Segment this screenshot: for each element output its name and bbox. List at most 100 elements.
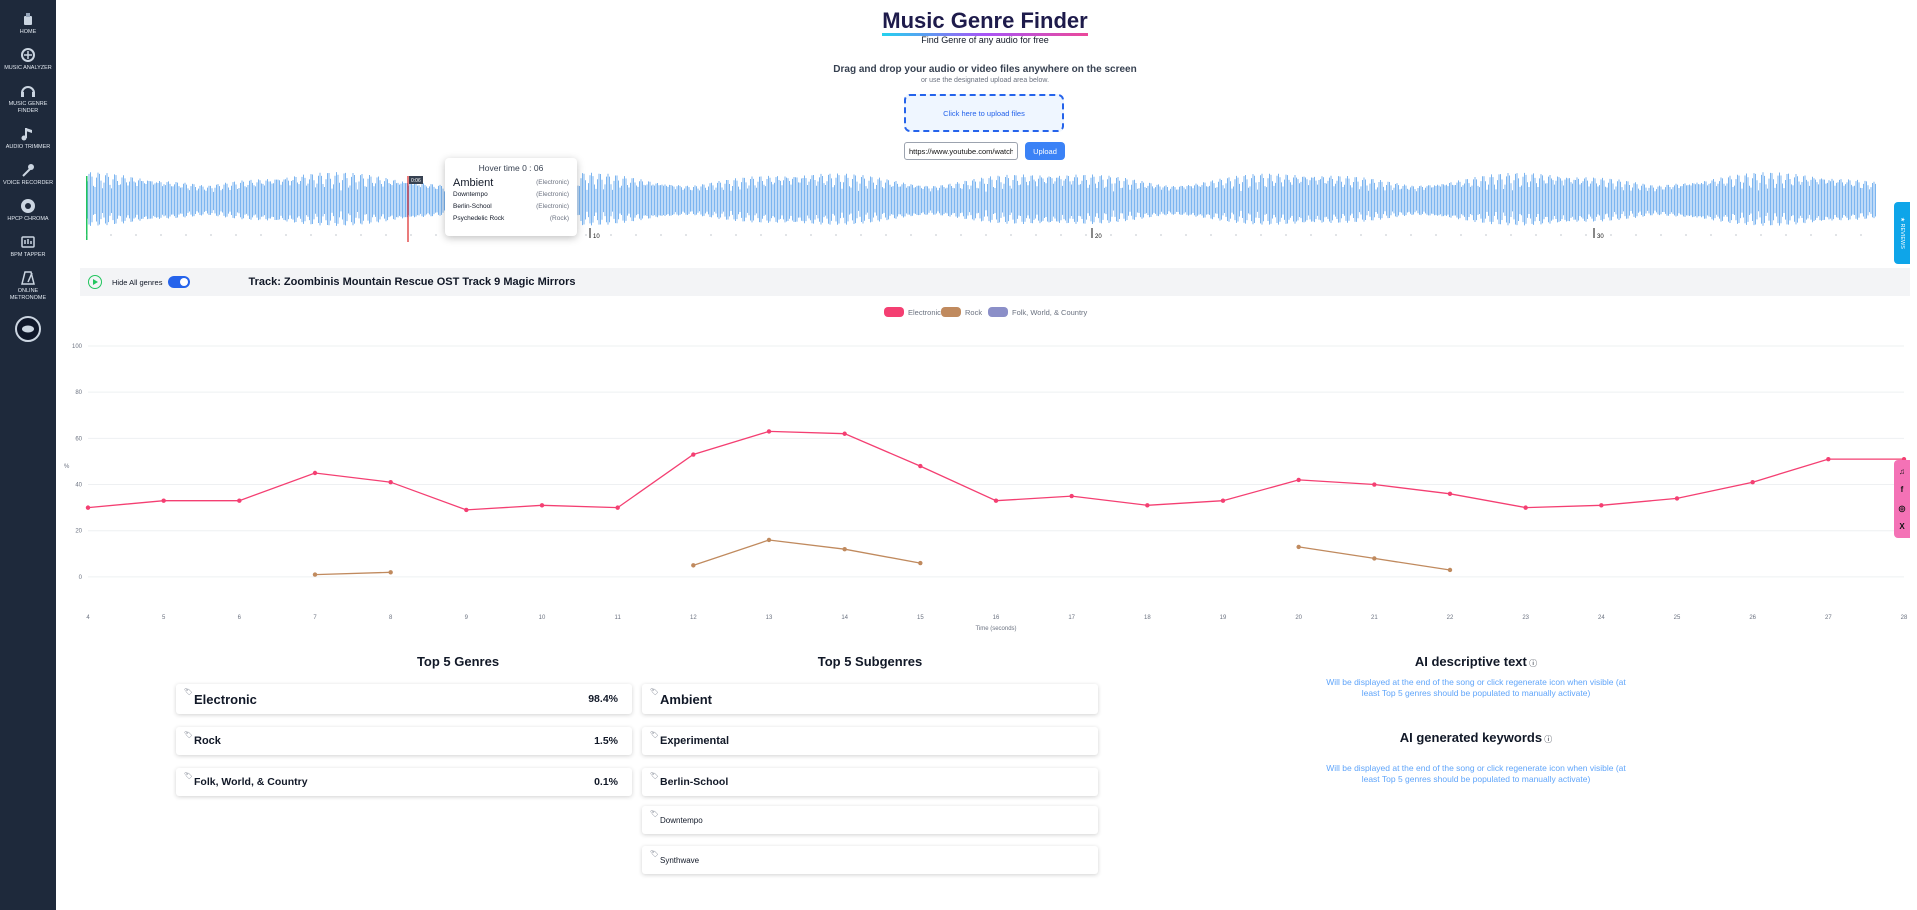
data-point[interactable] (1220, 498, 1226, 503)
x-tick-label: 21 (1371, 615, 1378, 621)
data-point[interactable] (918, 560, 923, 566)
headphones-icon (21, 86, 35, 97)
x-tick-label: 26 (1749, 615, 1756, 621)
home-icon (24, 13, 32, 25)
url-input[interactable] (904, 142, 1018, 160)
sidebar-item-label: AUDIO TRIMMER (5, 144, 51, 150)
waveform[interactable]: 10 20 30 0:06 (86, 172, 1886, 244)
data-point[interactable] (993, 498, 999, 503)
data-point[interactable] (1296, 544, 1301, 550)
legend-label[interactable]: Electronic (908, 308, 941, 317)
tag-icon: 🏷 (650, 851, 659, 858)
data-point[interactable] (388, 570, 393, 575)
legend-label[interactable]: Folk, World, & Country (1012, 308, 1088, 317)
sidebar: HOME MUSIC ANALYZER MUSIC GENRE FINDER A… (0, 0, 56, 910)
legend-swatch[interactable] (988, 307, 1008, 317)
subgenre-card: 🏷 Experimental (642, 727, 1098, 755)
data-point[interactable] (766, 429, 772, 434)
subgenre-card: 🏷 Downtempo (642, 806, 1098, 834)
data-point[interactable] (312, 572, 318, 577)
data-point[interactable] (1599, 503, 1604, 508)
music-share-icon[interactable]: ♫ (1899, 466, 1905, 476)
data-point[interactable] (1826, 456, 1831, 462)
data-point[interactable] (1447, 567, 1453, 573)
hide-genres-toggle[interactable] (168, 276, 191, 288)
legend-label[interactable]: Rock (965, 308, 982, 317)
tooltip-row: Ambient (Electronic) (453, 177, 569, 189)
sidebar-item[interactable]: MUSIC ANALYZER (0, 46, 56, 72)
metronome-icon (21, 271, 35, 285)
data-point[interactable] (842, 547, 847, 552)
main-content: Music Genre Finder Find Genre of any aud… (56, 0, 1917, 910)
x-tick-label: 8 (389, 615, 393, 621)
sidebar-item[interactable]: VOICE RECORDER (0, 161, 56, 187)
upload-dropzone[interactable]: Click here to upload files (904, 94, 1064, 132)
data-point[interactable] (691, 452, 696, 457)
data-point[interactable] (161, 498, 166, 503)
data-point[interactable] (1296, 477, 1301, 483)
info-icon[interactable]: ⓘ (1542, 735, 1553, 744)
reviews-tab[interactable]: ★ REVIEWS (1894, 202, 1910, 264)
tag-icon: 🏷 (650, 689, 659, 696)
data-point[interactable] (766, 537, 772, 543)
genre-name: Folk, World, & Country (194, 776, 308, 788)
sidebar-item-label: ONLINE METRONOME (9, 288, 47, 301)
data-point[interactable] (539, 503, 545, 508)
sidebar-item-label: MUSIC ANALYZER (4, 65, 52, 71)
genre-percent: 0.1% (594, 776, 618, 788)
facebook-icon[interactable]: f (1900, 485, 1904, 495)
data-point[interactable] (615, 505, 620, 510)
y-tick-label: 100 (72, 344, 83, 350)
data-point[interactable] (312, 470, 318, 476)
data-point[interactable] (1523, 505, 1528, 510)
data-point[interactable] (1674, 496, 1680, 501)
x-tick-label: 7 (313, 615, 317, 621)
data-point[interactable] (1750, 480, 1755, 485)
data-point[interactable] (1447, 491, 1453, 496)
sidebar-item[interactable]: BPM TAPPER (0, 233, 56, 259)
data-point[interactable] (918, 463, 923, 469)
sidebar-item[interactable]: MUSIC GENRE FINDER (0, 82, 56, 115)
data-point[interactable] (1372, 482, 1377, 487)
instagram-icon[interactable]: ◎ (1898, 503, 1906, 513)
sidebar-item[interactable]: HPCP CHROMA (0, 197, 56, 223)
x-tick-label: 23 (1522, 615, 1529, 621)
site-logo-icon[interactable] (15, 316, 41, 342)
data-point[interactable] (464, 507, 469, 513)
x-twitter-icon[interactable]: X (1899, 522, 1905, 532)
upload-button[interactable]: Upload (1025, 142, 1065, 160)
legend-swatch[interactable] (884, 307, 904, 317)
data-point[interactable] (1372, 556, 1377, 561)
x-tick-label: 19 (1220, 615, 1227, 621)
subgenre-name: Experimental (660, 735, 730, 747)
waveform-tick-label: 20 (1095, 234, 1102, 240)
sidebar-item[interactable]: HOME (0, 10, 56, 36)
data-point[interactable] (842, 431, 847, 436)
hover-tooltip: Hover time 0 : 06 Ambient (Electronic) Do… (445, 158, 577, 236)
x-tick-label: 5 (162, 615, 166, 621)
legend-swatch[interactable] (941, 307, 961, 317)
social-share-bar: ♫ f ◎ X (1894, 460, 1910, 538)
data-point[interactable] (237, 498, 242, 503)
data-point[interactable] (1069, 493, 1074, 499)
ai-keywords-text: Will be displayed at the end of the song… (1326, 763, 1626, 784)
data-point[interactable] (691, 563, 696, 568)
data-point[interactable] (1145, 503, 1150, 508)
tag-icon: 🏷 (184, 732, 193, 739)
data-point[interactable] (85, 505, 91, 510)
x-tick-label: 13 (766, 615, 773, 621)
sidebar-item[interactable]: AUDIO TRIMMER (0, 125, 56, 151)
data-point[interactable] (388, 480, 393, 485)
ai-descriptive-text: Will be displayed at the end of the song… (1326, 677, 1626, 698)
sidebar-item-label: MUSIC GENRE FINDER (8, 101, 48, 114)
subgenre-name: Downtempo (660, 815, 703, 825)
x-tick-label: 14 (841, 615, 848, 621)
info-icon[interactable]: ⓘ (1526, 659, 1538, 668)
y-axis-label: % (64, 464, 70, 470)
sidebar-item[interactable]: ONLINE METRONOME (0, 269, 56, 302)
series-line (87, 430, 1904, 511)
play-button[interactable] (88, 275, 102, 289)
subgenre-card: 🏷 Ambient (642, 684, 1098, 714)
genre-percent: 1.5% (594, 735, 618, 747)
waveform-bars (86, 172, 1876, 226)
